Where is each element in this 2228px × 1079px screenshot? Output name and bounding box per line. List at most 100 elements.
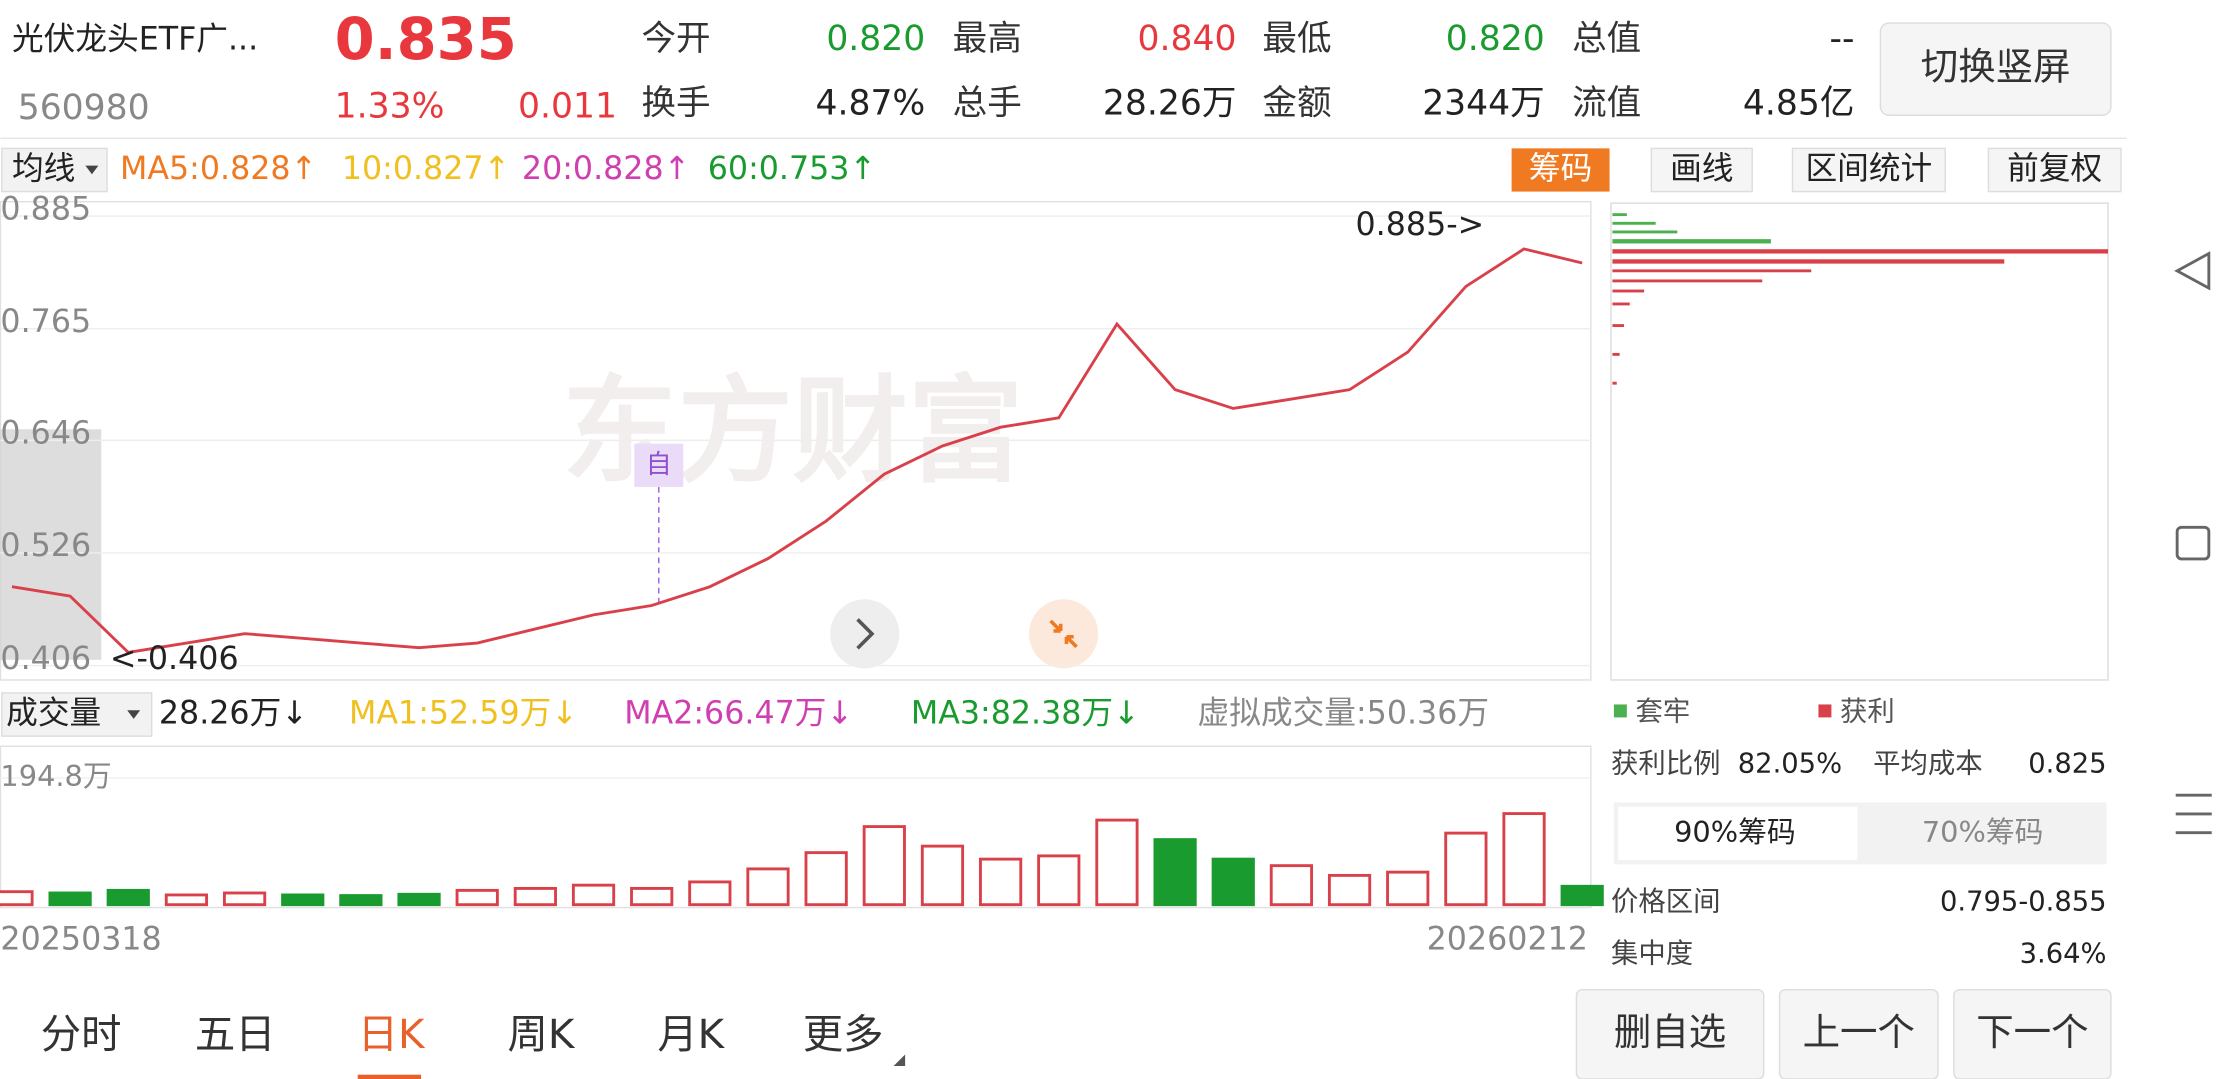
volume-bar: [979, 857, 1023, 907]
conc-value: 3.64%: [2020, 939, 2107, 970]
volume-bar: [746, 867, 790, 907]
stat-label: 最高: [953, 19, 1022, 59]
volume-bar: [222, 891, 267, 907]
nav-back[interactable]: [2174, 251, 2211, 291]
action-label: 下一个: [1976, 1010, 2088, 1054]
draw-button[interactable]: [1650, 147, 1753, 193]
vol-ma1: MA1:52.59万↓: [349, 696, 578, 732]
next-icon: [856, 618, 875, 650]
legend-swatch: [1818, 704, 1832, 718]
fund-name: 光伏龙头ETF广...: [12, 21, 258, 57]
chip-bars: [1612, 213, 2109, 385]
volume-bar: [1269, 864, 1314, 907]
price: 0.835: [335, 6, 517, 73]
stat-value: 0.840: [1137, 19, 1236, 59]
period-tab[interactable]: 分时: [41, 1011, 122, 1058]
volume-bar: [48, 891, 92, 907]
stat-value: 0.820: [826, 19, 925, 59]
chip-tab: 90%筹码: [1674, 815, 1796, 849]
period-tab[interactable]: 日K: [358, 1011, 426, 1058]
volume-bar: [862, 825, 906, 907]
chip-button[interactable]: [1511, 148, 1610, 192]
y-tick-label: 0.526: [0, 528, 91, 564]
volume-bar: [920, 844, 965, 907]
volume-select[interactable]: [1, 692, 153, 737]
cost-value: 0.825: [2028, 748, 2106, 779]
action-label: 删自选: [1614, 1010, 1726, 1054]
volume-bar: [397, 892, 441, 907]
period-tab[interactable]: 五日: [195, 1011, 276, 1058]
volume-bar: [1444, 831, 1488, 907]
volume-bar: [1327, 873, 1372, 907]
volume-bar: [455, 888, 499, 907]
y-tick-label: 0.765: [0, 304, 91, 340]
period-tab[interactable]: 更多: [803, 1011, 884, 1058]
stat-label: 换手: [641, 84, 710, 124]
stats-button-label: 区间统计: [1805, 151, 1932, 187]
change-pct: 1.33%: [335, 87, 445, 127]
action-button[interactable]: [1778, 988, 1939, 1079]
more-icon: [893, 1054, 906, 1067]
watermark: 东方财富: [562, 365, 1023, 499]
period-tab[interactable]: 月K: [657, 1011, 725, 1058]
stats-button[interactable]: [1791, 147, 1946, 193]
y-tick-label: 0.406: [0, 641, 91, 677]
stat-value: 4.87%: [815, 84, 925, 124]
x-tick-label: 20260212: [1427, 922, 1588, 958]
shrink-icon: [1049, 619, 1078, 649]
rotate-label: 切换竖屏: [1921, 45, 2071, 89]
action-button[interactable]: [1575, 988, 1765, 1079]
rotate-button[interactable]: [1879, 22, 2112, 116]
volume-bar: [106, 888, 150, 907]
conc-label: 集中度: [1611, 939, 1693, 970]
draw-button-label: 画线: [1670, 151, 1733, 187]
profit-value: 82.05%: [1738, 748, 1842, 779]
chip-button-label: 筹码: [1529, 151, 1592, 187]
volume-bar: [630, 886, 674, 907]
virtual-volume: 虚拟成交量:50.36万: [1198, 696, 1490, 732]
volume-panel: [0, 745, 1592, 909]
volume-bar: [1386, 870, 1430, 907]
stat-label: 总手: [953, 84, 1022, 124]
volume-bar: [1560, 884, 1604, 907]
vol-ma3: MA3:82.38万↓: [911, 696, 1140, 732]
dropdown-icon: [85, 165, 99, 175]
volume-select-label: 成交量: [6, 696, 101, 732]
volume-bar: [1502, 812, 1546, 907]
legend-label: 获利: [1840, 697, 1895, 728]
side-handle[interactable]: [0, 429, 102, 660]
volume-now: 28.26万↓: [159, 696, 308, 732]
adjust-button[interactable]: [1987, 147, 2122, 193]
y-tick-label: 194.8万: [0, 759, 111, 793]
volume-bar: [804, 851, 848, 907]
code: 560980: [18, 88, 150, 128]
action-button[interactable]: [1953, 988, 2112, 1079]
next-button[interactable]: [830, 599, 900, 669]
nav-menu[interactable]: [2175, 793, 2212, 835]
range-label: 价格区间: [1611, 887, 1720, 918]
ma-select-label: 均线: [12, 151, 75, 187]
volume-bar: [281, 893, 325, 907]
stat-label: 今开: [641, 19, 710, 59]
change: 0.011: [518, 87, 617, 127]
y-tick-label: 0.646: [0, 416, 91, 452]
chip-tab[interactable]: 70%筹码: [1922, 815, 2044, 849]
volume-bar: [1095, 818, 1139, 907]
stat-label: 金额: [1262, 84, 1331, 124]
legend-label: 套牢: [1635, 697, 1690, 728]
shrink-button[interactable]: [1029, 599, 1099, 669]
period-tab[interactable]: 周K: [508, 1011, 576, 1058]
range-value: 0.795-0.855: [1940, 887, 2107, 918]
volume-bar: [339, 894, 383, 907]
volume-bar: [513, 886, 557, 907]
marker-label: 自: [646, 450, 672, 480]
tab-underline: [357, 1074, 422, 1079]
nav-home[interactable]: [2175, 525, 2211, 561]
volume-bar: [1211, 857, 1255, 907]
annotation: <-0.406: [110, 641, 239, 677]
volume-bar: [164, 893, 209, 907]
adjust-button-label: 前复权: [2007, 151, 2102, 187]
profit-label: 获利比例: [1611, 748, 1720, 779]
legend-swatch: [1613, 704, 1627, 718]
chip-tab-active[interactable]: [1618, 806, 1858, 861]
